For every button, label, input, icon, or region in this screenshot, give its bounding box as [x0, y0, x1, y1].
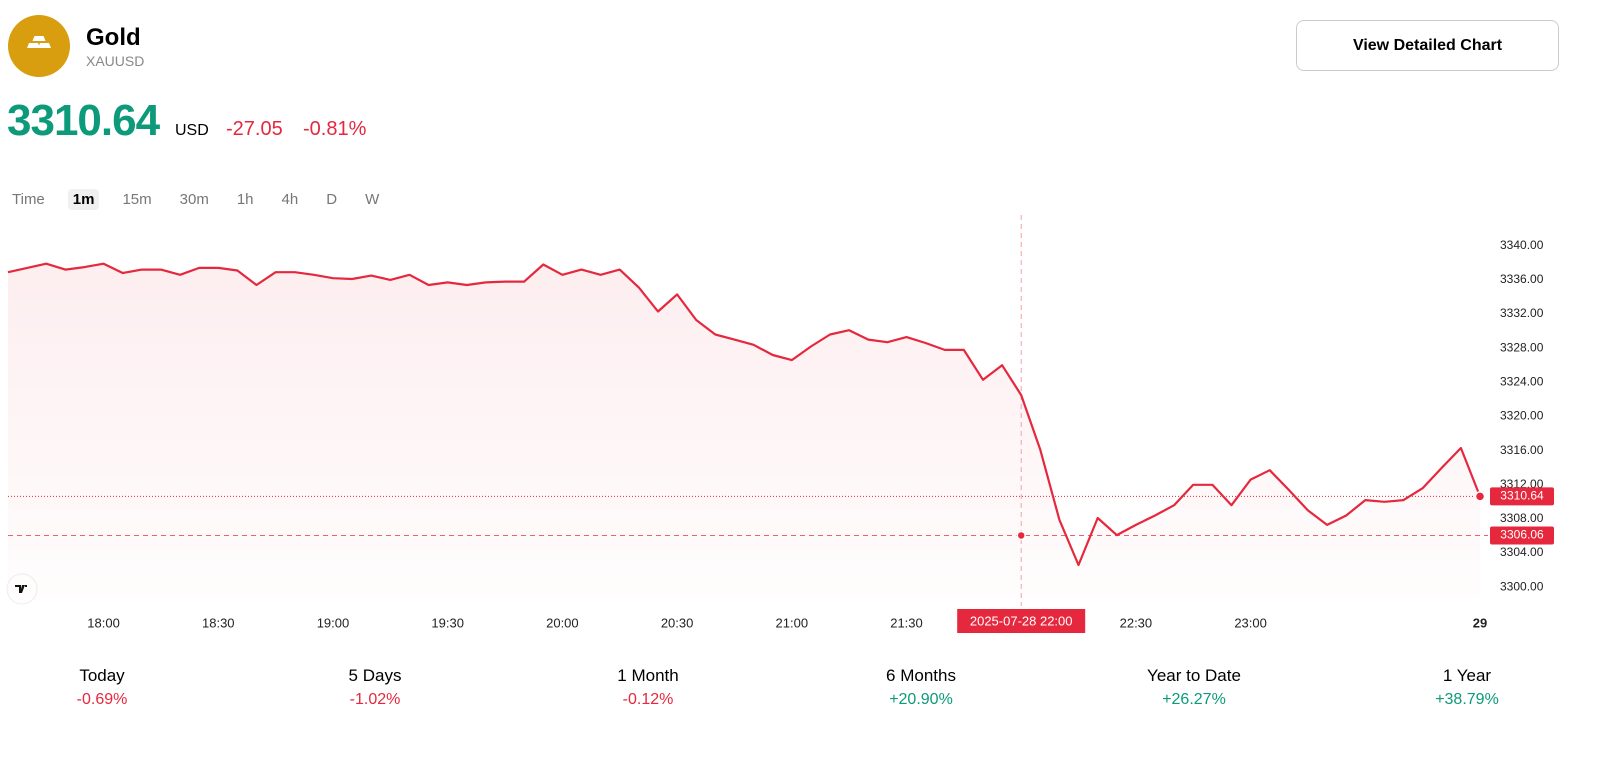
y-tick-label: 3308.00 — [1500, 511, 1544, 525]
y-tick-label: 3340.00 — [1500, 238, 1544, 252]
price: 3310.64 — [7, 96, 160, 145]
timeframe-button[interactable]: W — [365, 191, 380, 208]
x-tick-label: 21:30 — [890, 615, 923, 630]
x-tick-label: 23:00 — [1234, 615, 1267, 630]
x-tick-label: 18:30 — [202, 615, 235, 630]
stat-value: -1.02% — [349, 691, 401, 708]
x-tick-label: 19:00 — [317, 615, 350, 630]
x-tick-label: 29 — [1473, 615, 1487, 630]
x-tick-label: 22:30 — [1120, 615, 1153, 630]
y-tick-label: 3300.00 — [1500, 579, 1544, 593]
crosshair-time-label: 2025-07-28 22:00 — [970, 613, 1073, 628]
last-price-dot — [1474, 491, 1486, 502]
timeframe-button[interactable]: 30m — [179, 191, 209, 208]
chart: 3300.003304.003308.003312.003316.003320.… — [6, 215, 1554, 633]
x-tick-label: 20:00 — [546, 615, 579, 630]
last-price-label: 3310.64 — [1500, 489, 1544, 503]
stat-value: -0.69% — [76, 691, 128, 708]
symbol: XAUUSD — [86, 53, 145, 69]
stat-label: 1 Year — [1442, 666, 1492, 685]
change: -27.05 — [226, 118, 283, 140]
y-tick-label: 3324.00 — [1500, 374, 1544, 388]
gold-icon — [8, 15, 70, 77]
area — [8, 263, 1480, 600]
x-tick-label: 18:00 — [87, 615, 120, 630]
stat-value: +26.27% — [1162, 691, 1226, 708]
y-tick-label: 3336.00 — [1500, 272, 1544, 286]
x-tick-label: 20:30 — [661, 615, 694, 630]
crosshair-time-box — [957, 609, 1086, 633]
price-line — [7, 262, 1482, 567]
timeframe-button[interactable]: 15m — [122, 191, 152, 208]
stat-value: -0.12% — [622, 691, 674, 708]
currency: USD — [175, 122, 209, 139]
stat-label: 5 Days — [348, 666, 402, 685]
timeframe-button[interactable]: D — [326, 191, 338, 208]
title: Gold — [86, 24, 141, 51]
timeframe-button[interactable]: 1m — [67, 189, 100, 210]
stat-value: +20.90% — [889, 691, 953, 708]
timeframe-button[interactable]: Time — [12, 191, 45, 208]
stat-label: 6 Months — [886, 666, 956, 685]
y-tick-label: 3332.00 — [1500, 306, 1544, 320]
change-percent: -0.81% — [303, 118, 367, 140]
crosshair-price-label: 3306.06 — [1500, 528, 1544, 542]
y-tick-label: 3320.00 — [1500, 409, 1544, 423]
y-tick-label: 3304.00 — [1500, 545, 1544, 559]
stat-label: Year to Date — [1147, 666, 1241, 685]
view-chart-button[interactable]: View Detailed Chart — [1296, 20, 1559, 71]
stat-label: 1 Month — [617, 666, 679, 685]
x-tick-label: 19:30 — [431, 615, 464, 630]
timeframe-button[interactable]: 1h — [236, 191, 254, 208]
y-tick-label: 3316.00 — [1500, 443, 1544, 457]
stat-value: +38.79% — [1435, 691, 1499, 708]
timeframe-button[interactable]: 4h — [281, 191, 299, 208]
last-price-label-box — [1490, 487, 1554, 506]
x-tick-label: 21:00 — [776, 615, 809, 630]
y-tick-label: 3328.00 — [1500, 340, 1544, 354]
crosshair-price-label-box — [1490, 526, 1554, 545]
crosshair-dot — [1016, 530, 1026, 541]
stat-label: Today — [79, 666, 125, 685]
